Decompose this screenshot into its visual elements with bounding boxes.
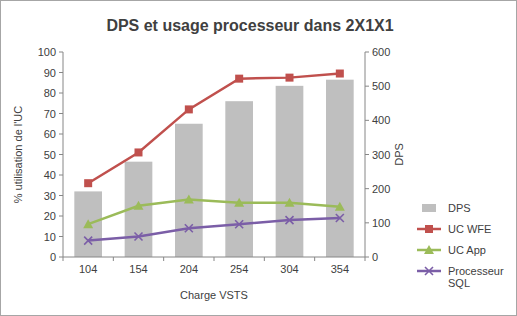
y-tick xyxy=(59,154,63,155)
legend-label: UC WFE xyxy=(448,223,491,235)
bar xyxy=(74,191,102,257)
x-tick-label: 204 xyxy=(180,263,198,275)
x-tick xyxy=(63,257,64,261)
marker xyxy=(135,233,143,241)
marker xyxy=(335,202,345,211)
legend-label-line: Processeur xyxy=(448,265,507,277)
x-tick xyxy=(163,257,164,261)
marker xyxy=(336,214,344,222)
x-tick xyxy=(314,257,315,261)
plot-area xyxy=(74,70,353,257)
y-axis-label: % utilisation de l'UC xyxy=(12,106,24,204)
x-tick-label: 154 xyxy=(129,263,147,275)
y2-tick xyxy=(365,120,369,121)
y2-tick-label: 100 xyxy=(372,217,390,229)
y2-tick xyxy=(365,86,369,87)
marker xyxy=(185,105,193,113)
y2-tick-label: 400 xyxy=(372,114,390,126)
legend-label-line: SQL xyxy=(448,277,470,289)
y-tick xyxy=(59,216,63,217)
marker xyxy=(134,201,144,210)
y2-tick xyxy=(365,52,369,53)
x-axis xyxy=(63,257,365,258)
marker xyxy=(425,267,433,275)
x-tick xyxy=(365,257,366,261)
y-tick xyxy=(59,113,63,114)
marker xyxy=(84,237,92,245)
x-tick xyxy=(214,257,215,261)
x-tick-label: 104 xyxy=(79,263,97,275)
y-tick-label: 50 xyxy=(44,149,56,161)
y-axis xyxy=(63,52,64,257)
y-tick-label: 60 xyxy=(44,128,56,140)
legend-label: DPS xyxy=(448,202,471,214)
marker xyxy=(185,224,193,232)
y2-tick xyxy=(365,257,369,258)
marker xyxy=(425,225,433,233)
marker xyxy=(286,74,294,82)
y2-axis-label: DPS xyxy=(393,143,405,166)
marker xyxy=(235,75,243,83)
bar xyxy=(326,80,354,257)
marker xyxy=(234,198,244,207)
x-tick xyxy=(113,257,114,261)
marker xyxy=(285,198,295,207)
y2-tick xyxy=(365,222,369,223)
line xyxy=(88,218,340,241)
chart-border xyxy=(1,1,517,316)
marker xyxy=(184,195,194,204)
y2-tick-label: 500 xyxy=(372,80,390,92)
line xyxy=(88,74,340,184)
y-tick-label: 40 xyxy=(44,169,56,181)
y2-tick-label: 0 xyxy=(372,251,378,263)
marker xyxy=(83,219,93,228)
legend: DPS UC WFE UC App Processeur SQL xyxy=(417,202,507,289)
bar xyxy=(276,86,304,257)
y-tick xyxy=(59,52,63,53)
title: DPS et usage processeur dans 2X1X1 xyxy=(106,17,393,34)
y-tick-label: 70 xyxy=(44,108,56,120)
y-tick xyxy=(59,175,63,176)
x-tick-label: 254 xyxy=(230,263,248,275)
marker xyxy=(235,220,243,228)
x-tick xyxy=(264,257,265,261)
y-tick-label: 0 xyxy=(50,251,56,263)
y-tick-label: 80 xyxy=(44,87,56,99)
y-tick-label: 100 xyxy=(38,46,56,58)
y2-tick-label: 300 xyxy=(372,149,390,161)
x-tick-label: 304 xyxy=(280,263,298,275)
y-tick-label: 90 xyxy=(44,67,56,79)
y-tick xyxy=(59,93,63,94)
marker xyxy=(286,216,294,224)
x-axis-label: Charge VSTS xyxy=(180,289,248,301)
marker xyxy=(336,70,344,78)
marker xyxy=(424,245,434,254)
marker xyxy=(135,148,143,156)
legend-label: Processeur SQL xyxy=(448,265,507,289)
legend-label: UC App xyxy=(448,244,486,256)
chart: DPS et usage processeur dans 2X1X1 % util… xyxy=(0,0,517,316)
y-tick xyxy=(59,195,63,196)
legend-swatch xyxy=(422,204,436,212)
y-tick xyxy=(59,72,63,73)
y-tick-label: 20 xyxy=(44,210,56,222)
bar xyxy=(225,101,253,257)
y-tick xyxy=(59,134,63,135)
y-tick xyxy=(59,236,63,237)
y2-tick-label: 600 xyxy=(372,46,390,58)
x-tick-label: 354 xyxy=(331,263,349,275)
y2-tick xyxy=(365,154,369,155)
y2-axis xyxy=(365,52,366,257)
y-tick-label: 30 xyxy=(44,190,56,202)
y2-tick-label: 200 xyxy=(372,183,390,195)
bar xyxy=(175,124,203,257)
y-tick xyxy=(59,257,63,258)
y-tick-label: 10 xyxy=(44,231,56,243)
y2-tick xyxy=(365,188,369,189)
marker xyxy=(84,179,92,187)
